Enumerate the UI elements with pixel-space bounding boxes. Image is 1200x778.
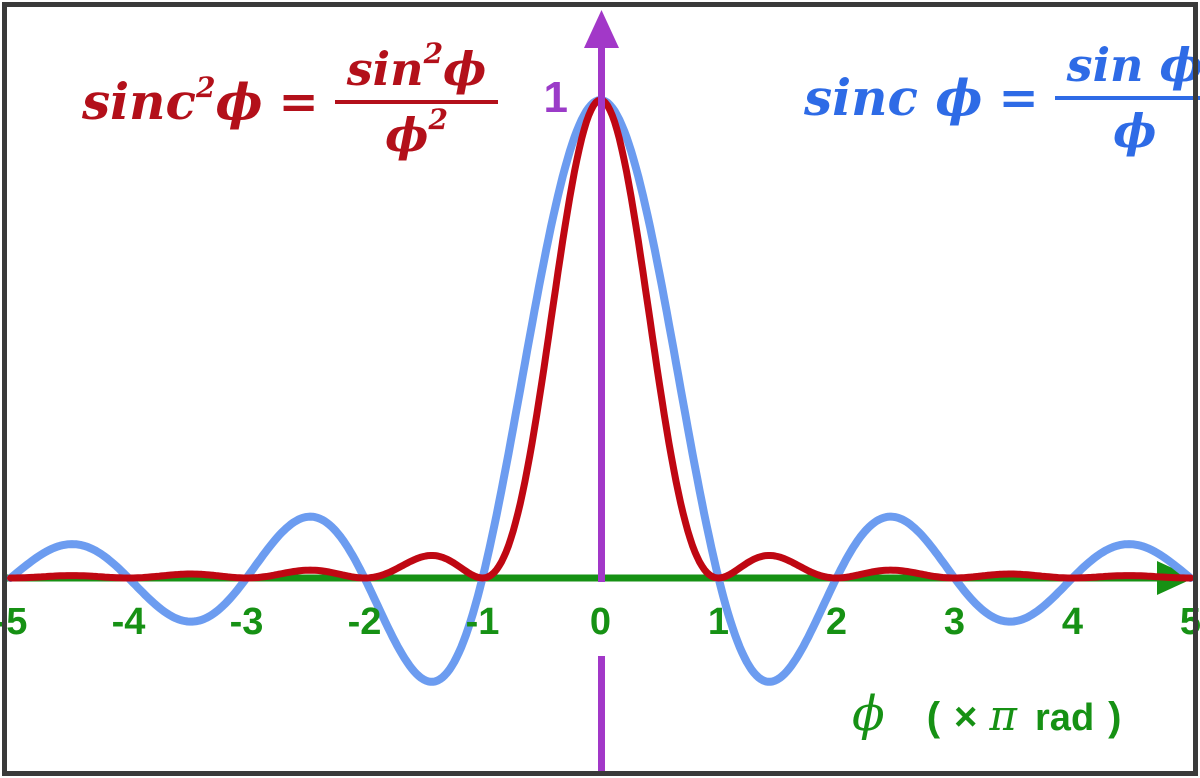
formula-fraction: sin2ϕ ϕ2 — [334, 40, 499, 159]
x-tick-label: -3 — [229, 601, 264, 643]
x-tick-label: 3 — [943, 601, 966, 643]
x-tick-label: -2 — [347, 601, 382, 643]
formula-variable: ϕ — [935, 68, 983, 127]
x-tick-label: 1 — [707, 601, 730, 643]
formula-variable: ϕ — [215, 72, 263, 131]
formula-variable: ϕ — [1113, 104, 1157, 158]
formula-exponent: 2 — [428, 103, 448, 136]
x-tick-label: 4 — [1061, 601, 1084, 643]
formula-exponent: 2 — [195, 71, 216, 104]
sinc-formula: sinc ϕ = sin ϕ ϕ — [804, 42, 1200, 154]
formula-fraction: sin ϕ ϕ — [1054, 42, 1200, 154]
x-tick-label: 0 — [589, 601, 612, 643]
formula-term: sin — [346, 42, 424, 96]
close-paren: ) — [1108, 695, 1122, 739]
x-tick-label: 2 — [825, 601, 848, 643]
pi-symbol: π — [989, 691, 1018, 740]
formula-variable: ϕ — [1159, 38, 1200, 92]
rad-unit: rad — [1035, 697, 1095, 739]
fraction-numerator: sin2ϕ — [334, 40, 499, 104]
phi-symbol: ϕ — [852, 686, 885, 742]
fraction-denominator: ϕ2 — [373, 103, 460, 159]
sinc-squared-formula: sinc2ϕ = sin2ϕ ϕ2 — [82, 40, 499, 159]
x-axis-label: ϕ ( × π rad ) — [852, 686, 1121, 742]
formula-lhs: sinc ϕ — [804, 73, 982, 123]
equals-sign: = — [998, 70, 1039, 126]
multiply-sign: × — [954, 695, 978, 739]
x-tick-label: -1 — [465, 601, 500, 643]
fraction-denominator: ϕ — [1101, 100, 1168, 154]
formula-term: sinc — [804, 68, 918, 127]
equals-sign: = — [278, 74, 319, 130]
formula-term: sin — [1066, 38, 1144, 92]
formula-variable: ϕ — [443, 42, 487, 96]
peak-value-label: 1 — [543, 73, 568, 122]
fraction-numerator: sin ϕ — [1054, 42, 1200, 100]
x-tick-label: 5 — [1179, 601, 1200, 643]
formula-lhs: sinc2ϕ — [82, 74, 263, 127]
x-tick-label: -4 — [111, 601, 146, 643]
x-tick-label: -5 — [0, 601, 28, 643]
y-axis-arrowhead — [584, 10, 619, 48]
formula-term: sinc — [82, 72, 196, 131]
formula-exponent: 2 — [423, 37, 444, 70]
open-paren: ( — [926, 695, 941, 739]
formula-variable: ϕ — [385, 108, 429, 162]
